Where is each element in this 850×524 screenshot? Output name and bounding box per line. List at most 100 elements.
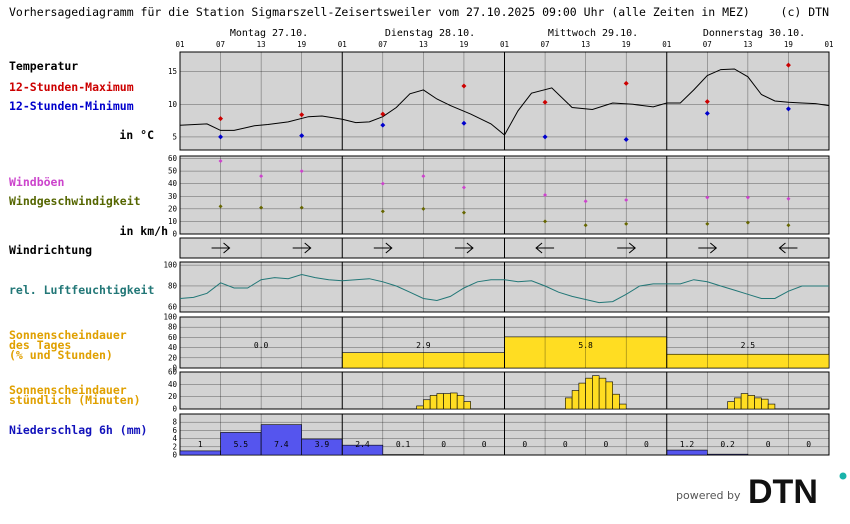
y-tick-label: 0 (172, 405, 177, 414)
hour-tick-label: 13 (581, 40, 590, 49)
hour-tick-label: 01 (662, 40, 671, 49)
precipitation-bar (707, 453, 749, 456)
arrow-west-icon (535, 242, 555, 254)
label-sonne-std-1: Sonnenscheindauer (9, 383, 127, 397)
arrow-east-icon (698, 242, 718, 254)
label-wind-unit: in km/h (120, 224, 169, 238)
y-tick-label: 10 (168, 100, 178, 109)
label-windboeen: Windböen (9, 175, 64, 189)
hour-tick-label: 13 (257, 40, 266, 49)
precipitation-value: 1 (198, 440, 203, 449)
sunshine-hour-bar (436, 393, 444, 410)
sunshine-hour-bar (565, 397, 573, 410)
arrow-east-icon (617, 242, 636, 254)
sunshine-hour-bar (592, 375, 600, 410)
sunshine-hour-bar (747, 395, 755, 410)
day-label-2: Dienstag 28.10. (385, 28, 475, 39)
precipitation-value: 0 (482, 440, 487, 449)
gust-point (380, 181, 385, 186)
sunshine-hour-bar (767, 403, 776, 410)
y-tick-label: 0 (172, 364, 177, 373)
min-point (542, 134, 548, 140)
y-tick-label: 20 (168, 353, 178, 362)
sunshine-hour-bar (727, 401, 735, 410)
gust-point (421, 174, 426, 179)
y-tick-label: 0 (172, 230, 177, 239)
wind-speed-point (259, 205, 264, 210)
precipitation-value: 0 (441, 440, 446, 449)
y-tick-label: 100 (163, 261, 177, 270)
wind-speed-point (421, 206, 426, 211)
sunshine-hour-bar (423, 399, 431, 410)
y-tick-label: 15 (168, 67, 177, 76)
gust-point (543, 193, 548, 197)
y-tick-label: 20 (168, 204, 178, 213)
day-label-3: Mittwoch 29.10. (548, 28, 638, 39)
y-tick-label: 5 (172, 132, 177, 141)
precipitation-value: 0 (603, 440, 608, 449)
max-point (623, 80, 629, 86)
precipitation-bar (666, 449, 708, 456)
precipitation-bar (179, 450, 221, 456)
wind-speed-point (543, 219, 548, 224)
min-point (785, 106, 791, 112)
hour-tick-label: 01 (500, 40, 509, 49)
label-sonne-tag-3: (% und Stunden) (9, 348, 113, 362)
sunshine-hour-bar (754, 397, 762, 410)
hour-tick-label: 01 (175, 40, 184, 49)
dtn-logo-icon: DTN (748, 472, 847, 510)
label-niederschlag: Niederschlag 6h (mm) (9, 423, 147, 437)
sunshine-hour-bar (734, 397, 742, 410)
arrow-east-icon (292, 242, 312, 254)
precipitation-value: 5.5 (234, 440, 249, 449)
gust-point (705, 195, 710, 200)
powered-by-text: powered by (676, 489, 741, 502)
y-tick-label: 4 (172, 434, 177, 443)
y-tick-label: 10 (168, 217, 178, 226)
wind-speed-point (745, 220, 750, 225)
label-sonne-tag-1: Sonnenscheindauer (9, 328, 127, 342)
day-label-4: Donnerstag 30.10. (703, 28, 805, 39)
min-point (380, 122, 386, 128)
arrow-east-icon (211, 242, 231, 254)
max-point (380, 111, 386, 117)
label-feuchte: rel. Luftfeuchtigkeit (9, 283, 154, 297)
arrow-east-icon (373, 242, 393, 254)
y-tick-label: 80 (168, 281, 178, 290)
wind-speed-point (583, 223, 588, 228)
y-tick-label: 20 (168, 392, 178, 401)
max-point (461, 83, 467, 89)
hour-tick-label: 01 (824, 40, 833, 49)
y-tick-label: 60 (168, 333, 178, 342)
max-point (785, 62, 791, 68)
hour-labels: 01 07 13 19 01 07 13 19 01 07 13 19 01 07 13 19 01 (175, 40, 833, 49)
precipitation-value: 0 (644, 440, 649, 449)
min-point (461, 120, 467, 126)
gust-point (218, 159, 223, 164)
gust-point (299, 169, 304, 174)
precipitation-value: 0.2 (720, 440, 735, 449)
sunshine-hour-bar (416, 405, 424, 410)
y-tick-label: 40 (168, 380, 178, 389)
precipitation-bar (260, 424, 302, 456)
hour-tick-label: 19 (622, 40, 631, 49)
precipitation-value: 3.9 (315, 440, 330, 449)
precipitation-value: 0.1 (396, 440, 411, 449)
max-point (218, 116, 224, 122)
hour-tick-label: 07 (541, 40, 550, 49)
temperature-line (179, 68, 830, 136)
y-tick-label: 6 (172, 426, 177, 435)
y-tick-label: 80 (168, 323, 178, 332)
sunshine-hour-bar (585, 377, 593, 410)
dtn-logo-text: DTN (748, 473, 818, 510)
arrow-west-icon (778, 242, 798, 254)
sunshine-hour-bar (456, 395, 465, 410)
arrow-east-icon (454, 242, 474, 254)
left-labels: Temperatur 12-Stunden-Maximum 12-Stunden… (9, 59, 168, 437)
max-point (299, 112, 305, 118)
label-min: 12-Stunden-Minimum (9, 99, 134, 113)
sunshine-hour-bar (761, 398, 769, 410)
y-tick-label: 60 (168, 302, 178, 311)
gust-point (259, 174, 264, 179)
precipitation-value: 0 (806, 440, 811, 449)
